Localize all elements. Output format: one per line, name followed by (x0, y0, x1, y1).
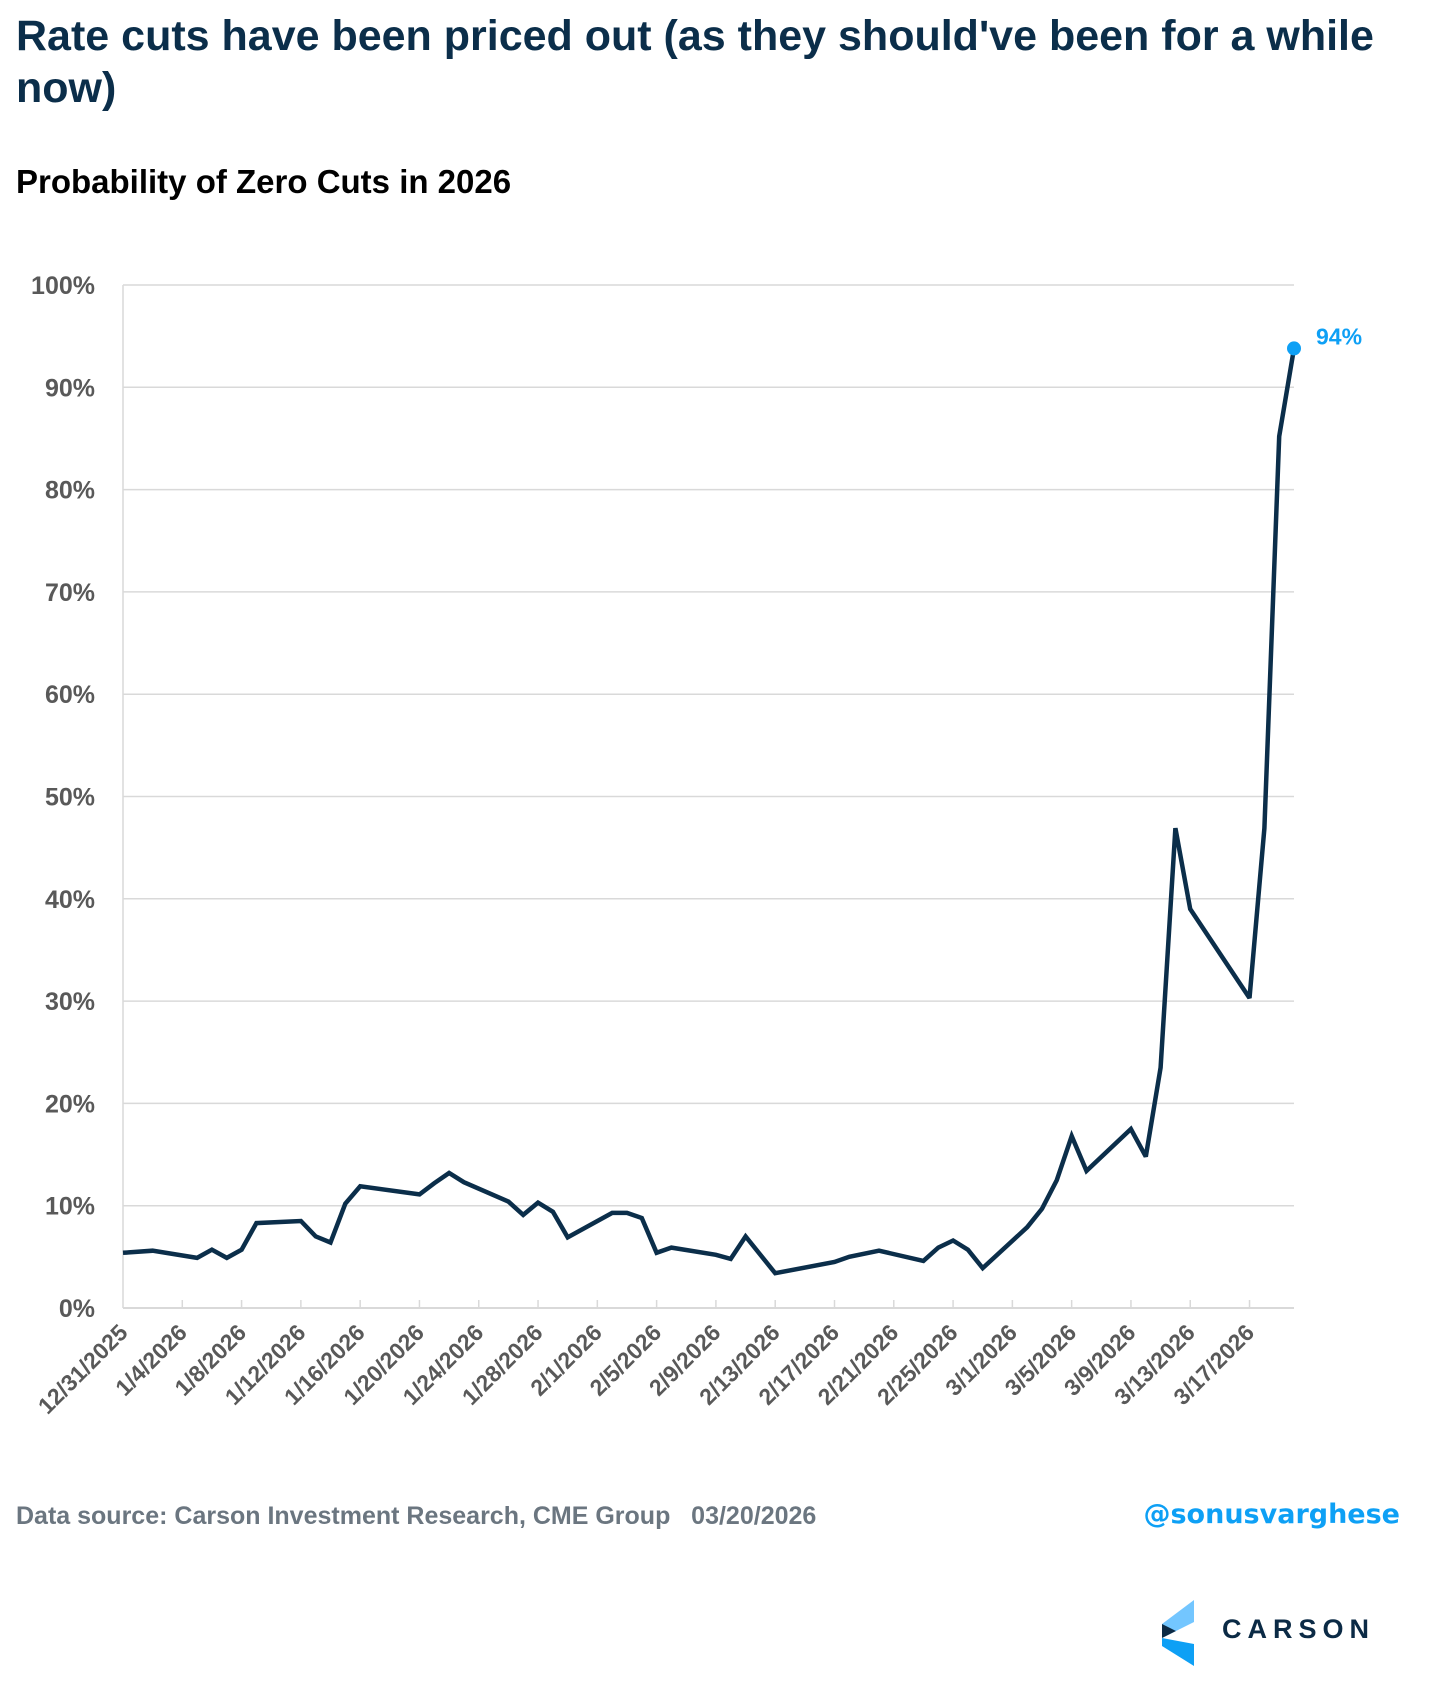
author-handle[interactable]: @sonusvarghese (1143, 1499, 1400, 1530)
data-point (832, 1260, 836, 1264)
data-point (343, 1202, 347, 1206)
data-point (566, 1235, 570, 1239)
data-point (1248, 996, 1252, 1000)
series-group (121, 341, 1301, 1276)
data-point (1055, 1178, 1059, 1182)
y-axis-labels: 0% 10% 20% 30% 40% 50% 60% 70% 80% 90% 100% (31, 272, 95, 1323)
data-point (921, 1259, 925, 1263)
data-point (847, 1255, 851, 1259)
end-value-label: 94% (1316, 323, 1362, 349)
data-point (195, 1256, 199, 1260)
data-point (1040, 1207, 1044, 1211)
y-tick-label: 50% (45, 784, 95, 812)
data-point (1188, 907, 1192, 911)
data-point (640, 1216, 644, 1220)
carson-logo: CARSON (1160, 1598, 1400, 1668)
data-point (936, 1246, 940, 1250)
data-point (744, 1234, 748, 1238)
data-point (462, 1180, 466, 1184)
data-point (358, 1184, 362, 1188)
data-point (773, 1271, 777, 1275)
data-point (506, 1200, 510, 1204)
data-point (655, 1251, 659, 1255)
data-point (714, 1253, 718, 1257)
data-point (877, 1249, 881, 1253)
data-point (240, 1248, 244, 1252)
gridlines (123, 284, 1294, 1207)
data-point (521, 1213, 525, 1217)
data-point (254, 1221, 258, 1225)
data-point (1262, 826, 1266, 830)
data-point (314, 1234, 318, 1238)
data-point (1070, 1134, 1074, 1138)
y-tick-label: 0% (59, 1295, 95, 1323)
data-point (669, 1246, 673, 1250)
carson-chevron-logo-icon (1162, 1600, 1194, 1666)
data-point (610, 1211, 614, 1215)
x-axis-labels: 12/31/20251/4/20261/8/20261/12/20261/16/… (33, 1319, 1259, 1419)
data-point (225, 1256, 229, 1260)
chart-title: Rate cuts have been priced out (as they … (16, 12, 1374, 112)
data-point (729, 1257, 733, 1261)
data-point (432, 1181, 436, 1185)
y-tick-label: 10% (45, 1193, 95, 1221)
data-point (121, 1251, 125, 1255)
data-point (1025, 1225, 1029, 1229)
y-tick-label: 90% (45, 374, 95, 402)
data-point (536, 1201, 540, 1205)
y-tick-label: 20% (45, 1090, 95, 1118)
data-point (625, 1211, 629, 1215)
data-point (1277, 434, 1281, 438)
y-tick-label: 70% (45, 579, 95, 607)
data-point (210, 1248, 214, 1252)
data-point (951, 1238, 955, 1242)
data-source-note: Data source: Carson Investment Research,… (16, 1502, 817, 1530)
data-point (966, 1248, 970, 1252)
y-tick-label: 30% (45, 988, 95, 1016)
data-point (299, 1219, 303, 1223)
end-point-marker (1287, 341, 1301, 356)
data-point (1159, 1066, 1163, 1070)
x-axis (122, 285, 1294, 1309)
y-tick-label: 100% (31, 272, 95, 300)
data-point (981, 1266, 985, 1270)
y-tick-label: 40% (45, 886, 95, 914)
data-point (551, 1210, 555, 1214)
series-line (122, 348, 1297, 1276)
line-chart: 0% 10% 20% 30% 40% 50% 60% 70% 80% 90% 100% 12/31/… (31, 272, 1362, 1419)
data-point (151, 1249, 155, 1253)
y-tick-label: 80% (45, 477, 95, 505)
data-point (1173, 826, 1177, 830)
data-point (1144, 1155, 1148, 1159)
logo-wordmark: CARSON (1222, 1614, 1376, 1644)
y-tick-label: 60% (45, 681, 95, 709)
data-point (1084, 1169, 1088, 1173)
data-point (329, 1241, 333, 1245)
x-tick-label: 12/31/2025 (33, 1319, 133, 1419)
chart-subtitle: Probability of Zero Cuts in 2026 (16, 163, 512, 200)
data-point (447, 1171, 451, 1175)
data-point (417, 1192, 421, 1196)
data-point (1129, 1127, 1133, 1131)
